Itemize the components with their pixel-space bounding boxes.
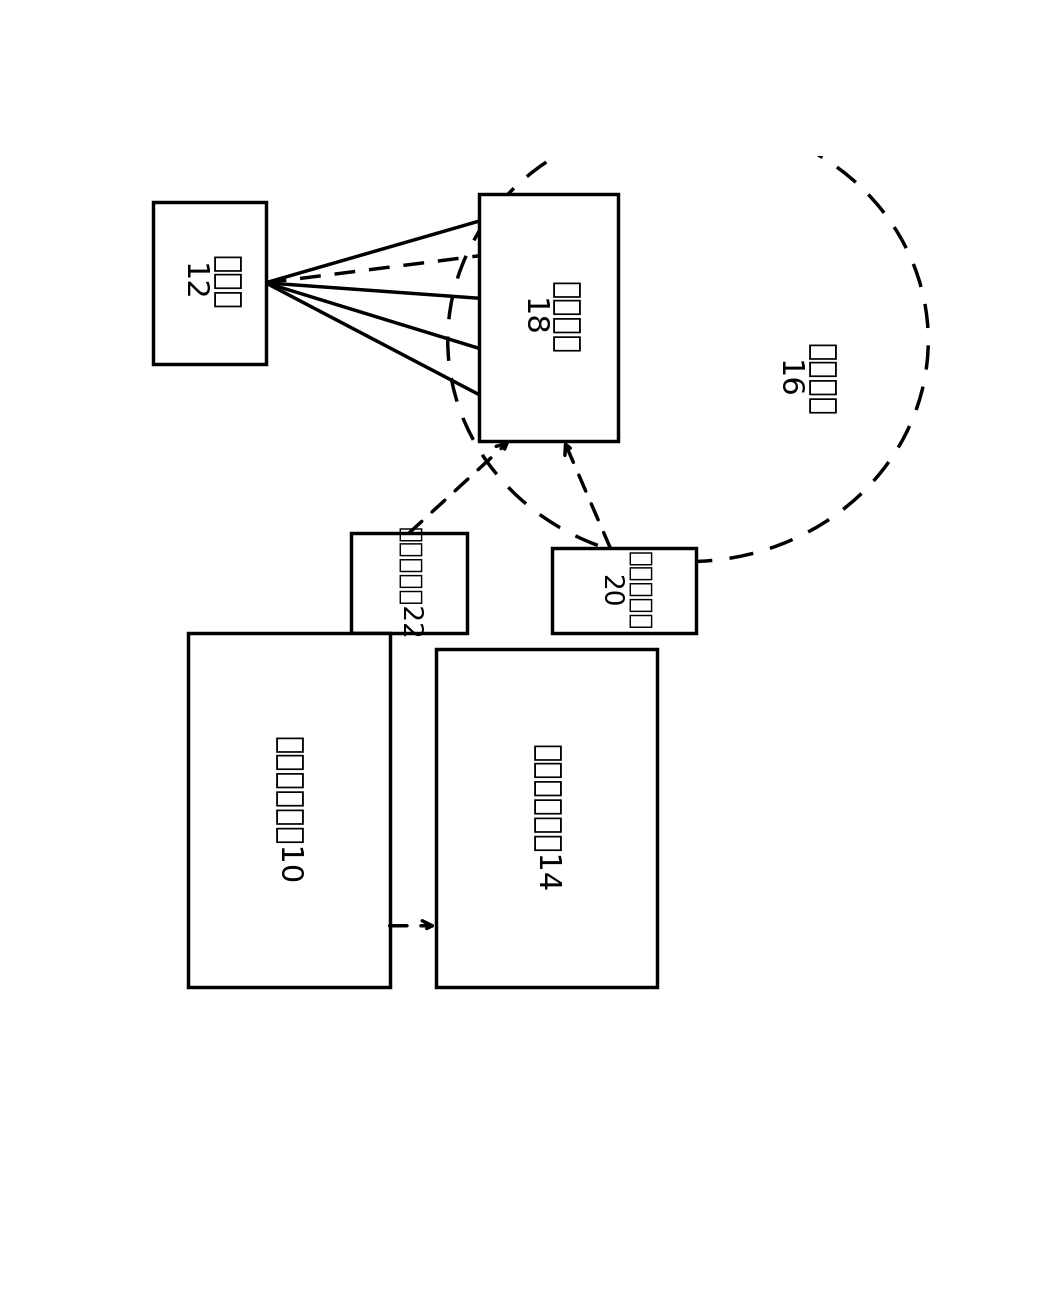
Text: 图像传感器
20: 图像传感器 20 [596,552,652,631]
FancyBboxPatch shape [436,649,657,988]
FancyBboxPatch shape [350,533,467,633]
Text: 传感器单元22: 传感器单元22 [396,527,422,640]
FancyBboxPatch shape [153,202,265,363]
Text: 机器区域
18: 机器区域 18 [517,280,580,354]
FancyBboxPatch shape [552,549,696,633]
Text: 机器视觉系统14: 机器视觉系统14 [532,744,561,892]
Text: 照明监视装置10: 照明监视装置10 [275,736,304,884]
Text: 激光器
12: 激光器 12 [178,256,240,310]
FancyBboxPatch shape [478,195,618,440]
Text: 监视空间
16: 监视空间 16 [773,343,835,415]
FancyBboxPatch shape [188,633,390,988]
